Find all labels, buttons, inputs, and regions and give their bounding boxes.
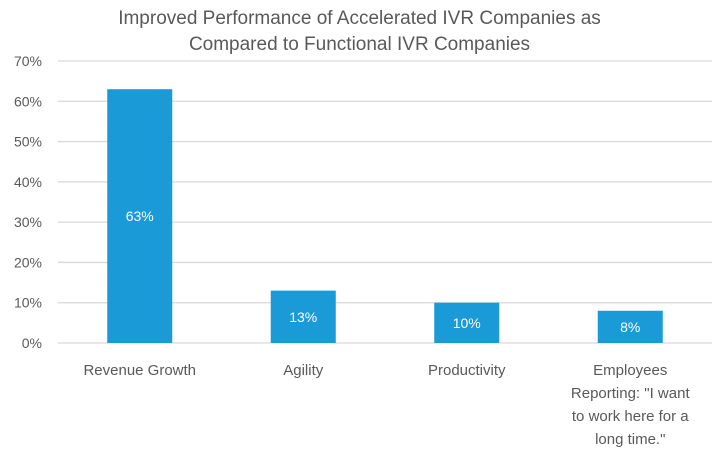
x-tick-label-3-line-0: Employees: [593, 362, 667, 379]
x-tick-label-3-line-2: to work here for a: [572, 408, 689, 425]
y-tick-label: 50%: [14, 134, 42, 150]
y-tick-label: 60%: [14, 93, 42, 109]
bar-3: [597, 310, 663, 343]
x-tick-label-3-line-3: long time.": [595, 431, 665, 448]
x-tick-label-0-line-0: Revenue Growth: [83, 362, 196, 379]
chart-title-line-2: Compared to Functional IVR Companies: [188, 34, 531, 55]
x-tick-label-2-line-0: Productivity: [428, 362, 506, 379]
data-labels: 63% 13% 10% 8%: [126, 208, 641, 335]
bar-1: [270, 290, 336, 343]
chart-title-line-1: Improved Performance of Accelerated IVR …: [118, 8, 601, 29]
x-axis-labels: Revenue Growth Agility Productivity Employe…: [83, 362, 690, 448]
x-tick-label-3-line-1: Reporting: "I want: [571, 385, 691, 402]
y-tick-label: 10%: [14, 295, 42, 311]
y-tick-label: 0%: [22, 335, 42, 351]
data-label-2: 10%: [453, 315, 481, 331]
x-tick-label-1-line-0: Agility: [283, 362, 324, 379]
y-tick-label: 20%: [14, 254, 42, 270]
y-axis-ticks: 0% 10% 20% 30% 40% 50% 60% 70%: [14, 53, 42, 351]
bars: [107, 89, 663, 343]
y-tick-label: 40%: [14, 174, 42, 190]
chart-title: Improved Performance of Accelerated IVR …: [0, 6, 719, 58]
data-label-1: 13%: [289, 309, 317, 325]
data-label-3: 8%: [620, 319, 640, 335]
bar-0: [107, 89, 173, 343]
y-tick-label: 70%: [14, 53, 42, 69]
y-tick-label: 30%: [14, 214, 42, 230]
data-label-0: 63%: [126, 208, 154, 224]
bar-2: [434, 302, 500, 343]
